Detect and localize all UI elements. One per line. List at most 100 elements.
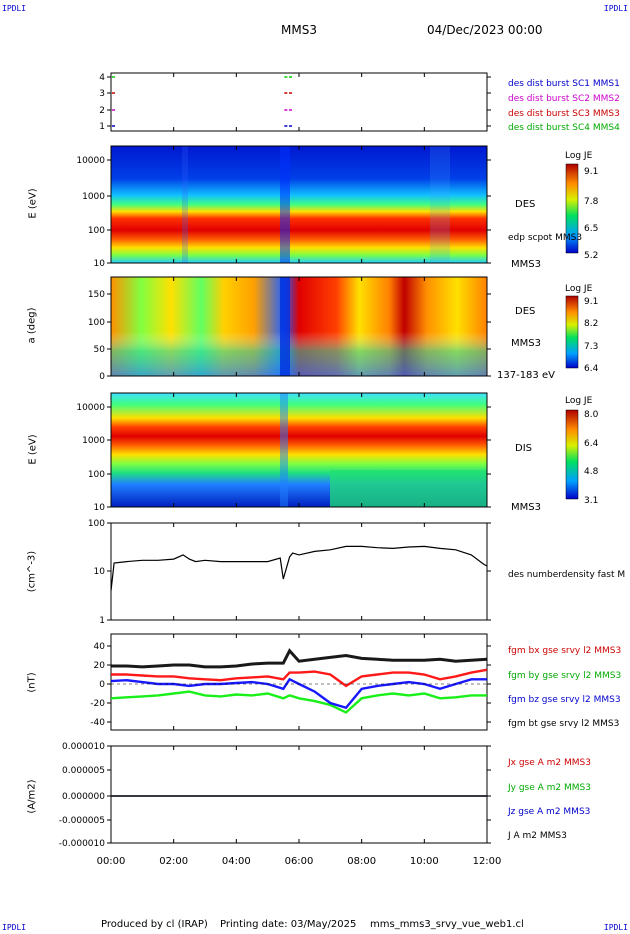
bt-legend: fgm bt gse srvy l2 MMS3	[508, 719, 620, 729]
y-tick-label: 2	[99, 106, 105, 116]
y-tick-label: 10000	[76, 403, 105, 413]
y-tick-label: 1000	[82, 436, 105, 446]
magnetic-field-line	[110, 690, 487, 714]
corner-mark-bottom-left: IPDLI	[2, 923, 27, 932]
des-pitch-angle-spectrogram	[111, 277, 487, 376]
colorbar-title-des-energy: Log JE	[565, 151, 593, 161]
x-tick-label: 02:00	[159, 856, 188, 867]
y-tick-label: -40	[90, 718, 105, 728]
y-tick-label: 10000	[76, 156, 105, 166]
jy-legend: Jy gse A m2 MMS3	[508, 783, 591, 793]
colorbar-tick: 4.8	[584, 467, 599, 477]
yaxis-title-current: (A/m2)	[26, 779, 38, 814]
corner-mark-bottom-right: IPDLI	[603, 923, 628, 932]
summary-plot: 4 3 2 1 10000 1000 100 10 150 100 50 0 10000 1000 100 1…	[59, 72, 579, 867]
yaxis-title-density: (cm^-3)	[26, 550, 38, 593]
yaxis-title-des-energy: E (eV)	[27, 188, 39, 219]
corner-mark-top-left: IPDLI	[2, 4, 27, 13]
y-tick-label: 10	[94, 567, 106, 577]
y-tick-label: -20	[90, 699, 105, 709]
panel-frame	[110, 72, 488, 132]
colorbar-tick: 7.3	[584, 342, 599, 352]
dis-label: DIS	[515, 443, 532, 454]
jx-legend: Jx gse A m2 MMS3	[508, 758, 591, 768]
magnetic-field-line	[111, 668, 488, 688]
y-tick-label: 100	[88, 226, 105, 236]
y-tick-label: -0.000005	[59, 816, 105, 826]
colorbar-tick: 6.5	[584, 224, 599, 234]
scpot-label: edp scpot MMS3	[508, 233, 583, 243]
bx-legend: fgm bx gse srvy l2 MMS3	[508, 646, 622, 656]
y-tick-label: 1	[99, 122, 105, 132]
panel-frame	[110, 633, 488, 731]
spacecraft-label: MMS3	[511, 502, 541, 513]
yaxis-title-magnetic-field: (nT)	[26, 672, 38, 693]
y-tick-label: 10	[94, 503, 106, 513]
colorbar-tick: 5.2	[584, 251, 599, 261]
y-tick-label: 4	[99, 73, 105, 83]
footer-script-name: mms_mms3_srvy_vue_web1.cl	[370, 919, 524, 930]
y-tick-label: 100	[88, 519, 105, 529]
y-tick-label: 100	[88, 470, 105, 480]
des-label: DES	[515, 199, 536, 210]
yaxis-title-pitch-angle: a (deg)	[26, 307, 38, 344]
y-tick-label: 100	[88, 318, 105, 328]
burst-legend-sc1: des dist burst SC1 MMS1	[508, 79, 620, 89]
y-tick-label: 1	[99, 616, 105, 626]
density-line	[110, 545, 488, 591]
x-tick-label: 04:00	[222, 856, 251, 867]
y-tick-label: 0.000005	[62, 766, 105, 776]
burst-legend-sc4: des dist burst SC4 MMS4	[508, 123, 620, 133]
colorbar-tick: 7.8	[584, 197, 599, 207]
panel-frame	[110, 745, 488, 844]
magnetic-field-line	[111, 648, 488, 669]
colorbar-tick: 8.0	[584, 410, 599, 420]
x-tick-label: 00:00	[97, 856, 126, 867]
y-tick-label: 50	[94, 345, 106, 355]
yaxis-title-dis-energy: E (eV)	[27, 434, 39, 465]
footer-produced-by: Produced by cl (IRAP)	[101, 919, 208, 930]
y-tick-label: 0.000010	[62, 742, 105, 752]
spacecraft-label: MMS3	[511, 259, 541, 270]
colorbar-tick: 9.1	[584, 167, 599, 177]
burst-legend-sc3: des dist burst SC3 MMS3	[508, 109, 620, 119]
y-tick-label: 150	[88, 290, 105, 300]
y-tick-label: 40	[94, 642, 106, 652]
footer-printing-date: Printing date: 03/May/2025	[220, 919, 357, 930]
x-tick-label: 12:00	[473, 856, 502, 867]
y-tick-label: 0.000000	[62, 792, 105, 802]
y-tick-label: 0	[99, 372, 105, 382]
y-tick-label: 20	[94, 661, 106, 671]
density-legend: des numberdensity fast M	[508, 570, 626, 580]
energy-range-label: 137-183 eV	[497, 370, 555, 381]
spacecraft-title: MMS3	[281, 23, 317, 37]
magnetic-field-line	[110, 677, 487, 710]
colorbar-tick: 6.4	[584, 364, 599, 374]
jz-legend: Jz gse A m2 MMS3	[508, 807, 591, 817]
spacecraft-label: MMS3	[511, 338, 541, 349]
des-energy-spectrogram	[111, 146, 487, 263]
colorbar-title-dis-energy: Log JE	[565, 396, 593, 406]
x-tick-label: 08:00	[347, 856, 376, 867]
y-tick-label: 10	[94, 259, 106, 269]
panel-frame	[110, 522, 488, 621]
colorbar	[565, 163, 579, 254]
corner-mark-top-right: IPDLI	[603, 4, 628, 13]
j-legend: J A m2 MMS3	[508, 831, 567, 841]
burst-legend-sc2: des dist burst SC2 MMS2	[508, 94, 620, 104]
colorbar-title-des-pitch: Log JE	[565, 284, 593, 294]
by-legend: fgm by gse srvy l2 MMS3	[508, 671, 622, 681]
des-label: DES	[515, 306, 536, 317]
x-tick-label: 06:00	[285, 856, 314, 867]
colorbar-tick: 6.4	[584, 439, 599, 449]
y-tick-label: 1000	[82, 192, 105, 202]
x-tick-label: 10:00	[410, 856, 439, 867]
bz-legend: fgm bz gse srvy l2 MMS3	[508, 695, 621, 705]
colorbar	[565, 295, 579, 369]
colorbar	[565, 409, 579, 500]
y-tick-label: 3	[99, 89, 105, 99]
colorbar-tick: 8.2	[584, 319, 599, 329]
date-time-title: 04/Dec/2023 00:00	[427, 23, 543, 37]
colorbar-tick: 9.1	[584, 297, 599, 307]
colorbar-tick: 3.1	[584, 496, 599, 506]
